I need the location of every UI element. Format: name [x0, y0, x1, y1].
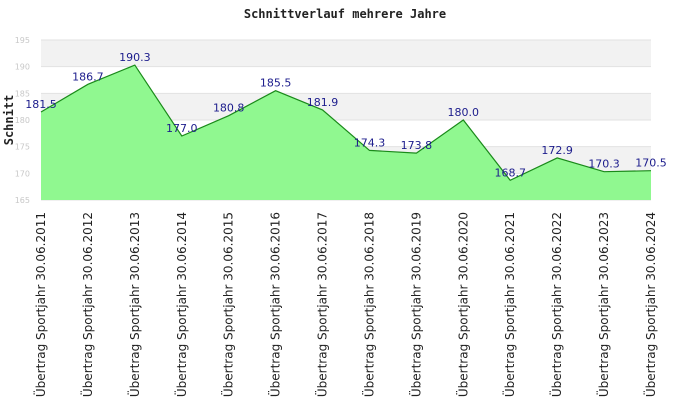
- x-tick-label: Übertrag Sportjahr 30.06.2019: [407, 212, 423, 397]
- data-label: 170.3: [588, 158, 620, 171]
- data-labels: 181.5 186.7 190.3 177.0 180.8 185.5 181.9 174.3…: [25, 51, 667, 179]
- x-tick-label: Übertrag Sportjahr 30.06.2013: [126, 212, 142, 397]
- x-tick-label: Übertrag Sportjahr 30.06.2014: [173, 212, 189, 397]
- data-label: 181.9: [307, 96, 339, 109]
- x-tick-label: Übertrag Sportjahr 30.06.2015: [220, 212, 236, 397]
- y-tick-label: 175: [15, 143, 30, 152]
- data-label: 180.0: [448, 106, 480, 119]
- y-tick-label: 185: [15, 89, 30, 98]
- y-tick-label: 170: [15, 169, 30, 178]
- y-tick-label: 195: [15, 36, 30, 45]
- data-label: 185.5: [260, 77, 292, 90]
- data-label: 168.7: [494, 166, 526, 179]
- data-label: 180.8: [213, 102, 245, 115]
- data-label: 174.3: [354, 136, 386, 149]
- x-tick-label: Übertrag Sportjahr 30.06.2020: [454, 212, 470, 397]
- x-tick-label: Übertrag Sportjahr 30.06.2012: [79, 212, 95, 397]
- data-label: 181.5: [25, 98, 57, 111]
- data-label: 190.3: [119, 51, 151, 64]
- data-label: 177.0: [166, 122, 198, 135]
- x-tick-label: Übertrag Sportjahr 30.06.2018: [360, 212, 376, 397]
- x-tick-label: Übertrag Sportjahr 30.06.2011: [32, 212, 48, 397]
- line-series: [40, 64, 652, 182]
- x-tick-label: Übertrag Sportjahr 30.06.2022: [548, 212, 564, 397]
- data-label: 172.9: [541, 144, 573, 157]
- data-label: 186.7: [72, 70, 104, 83]
- x-tick-label: Übertrag Sportjahr 30.06.2021: [501, 212, 517, 397]
- data-label: 173.8: [401, 139, 433, 152]
- grid-band: [41, 40, 651, 67]
- x-tick-label: Übertrag Sportjahr 30.06.2024: [642, 212, 658, 397]
- y-axis-ticks: 165 170 175 180 185 190 195: [15, 36, 30, 205]
- y-tick-label: 165: [15, 196, 30, 205]
- x-axis-ticks: Übertrag Sportjahr 30.06.2011 Übertrag Sp…: [32, 212, 658, 397]
- data-label: 170.5: [635, 157, 667, 170]
- y-tick-label: 190: [15, 63, 30, 72]
- x-tick-label: Übertrag Sportjahr 30.06.2023: [595, 212, 611, 397]
- x-tick-label: Übertrag Sportjahr 30.06.2016: [267, 212, 283, 397]
- y-tick-label: 180: [15, 116, 30, 125]
- x-tick-label: Übertrag Sportjahr 30.06.2017: [314, 212, 330, 397]
- area-series: [41, 65, 651, 200]
- y-axis-label: Schnitt: [2, 95, 16, 146]
- chart-title: Schnittverlauf mehrere Jahre: [244, 7, 446, 21]
